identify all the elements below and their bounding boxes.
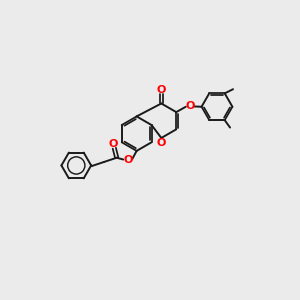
Text: O: O xyxy=(109,139,118,149)
Text: O: O xyxy=(185,101,195,112)
Text: O: O xyxy=(156,138,165,148)
Text: O: O xyxy=(123,154,132,164)
Text: O: O xyxy=(157,85,166,95)
